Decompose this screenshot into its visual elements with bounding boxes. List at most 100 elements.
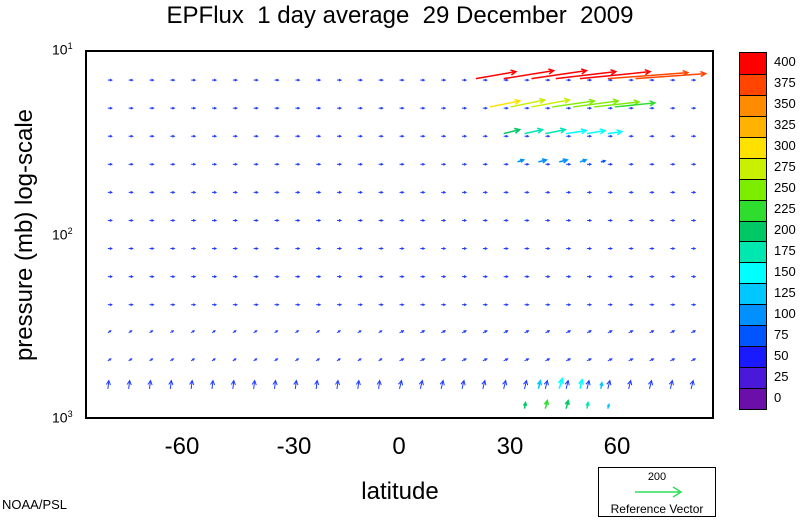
vector-arrow bbox=[128, 380, 131, 389]
vector-arrow-head bbox=[630, 358, 634, 362]
colorbar-label: 125 bbox=[774, 284, 796, 300]
vector-arrow-head bbox=[317, 106, 322, 110]
vector-arrow-head bbox=[505, 247, 509, 250]
vector-arrow-head bbox=[272, 379, 278, 386]
vector-arrow-head bbox=[567, 330, 572, 334]
x-tick-label: 0 bbox=[392, 433, 406, 460]
vector-arrow-head bbox=[151, 162, 155, 166]
vector-arrow-head bbox=[422, 78, 426, 82]
vector-arrow-head bbox=[526, 78, 530, 82]
vector-arrow bbox=[107, 380, 110, 389]
vector-arrow-head bbox=[547, 275, 551, 279]
colorbar-cell bbox=[740, 136, 766, 158]
vector-arrow-head bbox=[547, 303, 551, 307]
vector-arrow-head bbox=[108, 330, 112, 333]
vector-arrow-head bbox=[355, 379, 361, 386]
vector-arrow bbox=[586, 380, 590, 390]
plot-area bbox=[85, 50, 714, 419]
vector-arrow-head bbox=[692, 162, 697, 166]
vector-arrow-head bbox=[192, 219, 197, 222]
vector-arrow bbox=[482, 380, 486, 390]
vector-arrow-head bbox=[192, 78, 197, 82]
vector-arrow-head bbox=[505, 162, 509, 166]
vector-arrow-head bbox=[421, 330, 426, 334]
vector-arrow-head bbox=[255, 247, 259, 250]
vector-arrow bbox=[669, 380, 673, 390]
vector-arrow-head bbox=[317, 162, 322, 166]
vector-arrow-head bbox=[276, 303, 280, 307]
vector-arrow-head bbox=[588, 106, 593, 110]
vector-arrow-head bbox=[588, 190, 593, 194]
vector-arrow-head bbox=[547, 162, 551, 166]
vector-arrow-head bbox=[401, 275, 405, 279]
colorbar-cell bbox=[740, 53, 766, 74]
vector-arrow-head bbox=[317, 190, 322, 194]
vector-arrow-head bbox=[505, 106, 509, 110]
vector-arrow-head bbox=[651, 134, 655, 138]
vector-arrow-head bbox=[212, 358, 216, 361]
vector-arrow-head bbox=[567, 134, 572, 138]
vector-arrow-head bbox=[609, 303, 613, 307]
vector-arrow-head bbox=[293, 379, 299, 386]
vector-arrow bbox=[378, 380, 381, 389]
vector-arrow-head bbox=[213, 162, 218, 166]
vector-arrow-head bbox=[630, 247, 634, 250]
vector-arrow-head bbox=[442, 275, 447, 279]
colorbar-cell bbox=[740, 157, 766, 179]
vector-arrow-head bbox=[401, 219, 405, 222]
vector-arrow-head bbox=[651, 78, 655, 82]
vector-arrow-head bbox=[151, 303, 155, 307]
vector-arrow-head bbox=[213, 275, 218, 279]
vector-arrow-strong-head bbox=[563, 97, 572, 104]
colorbar-label: 25 bbox=[774, 368, 789, 384]
vector-arrow-head bbox=[401, 162, 405, 166]
y-tick-label-middle: 102 bbox=[52, 226, 73, 243]
vector-arrow-head bbox=[338, 78, 343, 82]
vector-arrow-head bbox=[151, 190, 155, 194]
vector-arrow-head bbox=[234, 219, 238, 222]
vector-arrow-strong bbox=[531, 99, 570, 108]
vector-arrow-strong-head bbox=[616, 129, 624, 136]
vector-arrow bbox=[294, 380, 297, 389]
vector-arrow-head bbox=[338, 275, 343, 279]
vector-arrow-strong-head bbox=[559, 127, 567, 134]
vector-arrow-strong bbox=[475, 70, 517, 80]
vector-arrow-strong-head bbox=[582, 158, 588, 163]
vector-arrow bbox=[357, 380, 360, 389]
vector-arrow-strong-head bbox=[599, 128, 607, 135]
vector-arrow-head bbox=[442, 106, 447, 110]
vector-arrow-head bbox=[192, 247, 197, 250]
colorbar-cell bbox=[740, 367, 766, 389]
vector-arrow-strong-head bbox=[700, 70, 708, 78]
vector-arrow-head bbox=[692, 78, 697, 82]
vector-arrow-head bbox=[317, 303, 322, 307]
vector-arrow-head bbox=[338, 134, 343, 138]
vector-arrow bbox=[211, 380, 214, 389]
vector-arrow-head bbox=[689, 379, 695, 386]
vector-arrow-head bbox=[276, 78, 280, 82]
vector-arrow-head bbox=[251, 379, 257, 386]
colorbar-label: 0 bbox=[774, 389, 782, 405]
vector-arrow-head bbox=[463, 303, 468, 307]
vector-arrow-head bbox=[651, 162, 655, 166]
vector-arrow-strong-head bbox=[536, 127, 545, 134]
vector-arrow-head bbox=[130, 78, 134, 82]
vector-arrow-head bbox=[172, 78, 176, 82]
vector-arrow-head bbox=[401, 303, 405, 307]
vector-arrow-head bbox=[526, 190, 530, 194]
vector-arrow-head bbox=[234, 134, 238, 138]
vector-arrow-head bbox=[276, 275, 280, 279]
vector-arrow-head bbox=[105, 379, 111, 386]
vector-arrow-head bbox=[255, 162, 259, 166]
vector-arrow-head bbox=[126, 379, 132, 386]
vector-arrow bbox=[253, 380, 256, 389]
vector-arrow-head bbox=[442, 247, 447, 250]
vector-arrow bbox=[503, 380, 507, 390]
vector-arrow-head bbox=[255, 219, 259, 222]
vector-arrow-head bbox=[314, 379, 320, 386]
vector-arrow-head bbox=[296, 330, 300, 333]
vector-arrow-head bbox=[380, 303, 384, 307]
vector-arrow-head bbox=[463, 190, 468, 194]
vector-arrow-head bbox=[334, 379, 341, 386]
reference-vector-label: Reference Vector bbox=[610, 502, 704, 516]
